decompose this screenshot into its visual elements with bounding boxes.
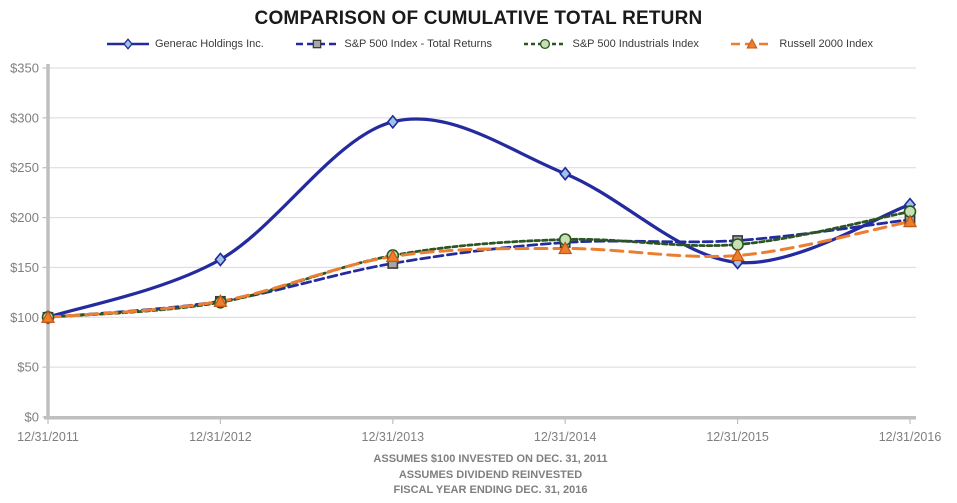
tick-marks: [42, 67, 911, 424]
legend-key-square-icon: [296, 39, 339, 49]
y-tick-label: $250: [10, 160, 39, 175]
series-line-3: [46, 220, 912, 319]
y-tick-labels: $0 $50 $100 $150 $200 $250 $300 $350: [10, 61, 39, 425]
y-gridlines: [48, 67, 916, 368]
chart-footnotes: ASSUMES $100 INVESTED ON DEC. 31, 2011 A…: [12, 452, 957, 499]
legend-key-triangle-icon: [731, 38, 774, 49]
marker-triangle-icon: [746, 38, 759, 49]
series-lines: [46, 117, 912, 319]
x-tick-label: 12/31/2012: [189, 430, 252, 444]
marker-diamond-icon: [123, 38, 133, 50]
legend-label: Generac Holdings Inc.: [155, 38, 264, 50]
footnote-line-3: FISCAL YEAR ENDING DEC. 31, 2016: [393, 484, 588, 496]
chart-title: COMPARISON OF CUMULATIVE TOTAL RETURN: [254, 8, 703, 29]
y-tick-label: $50: [17, 360, 39, 375]
legend-label: Russell 2000 Index: [779, 38, 873, 50]
x-tick-label: 12/31/2016: [879, 430, 942, 444]
y-tick-label: $350: [10, 61, 39, 76]
y-tick-label: $150: [10, 260, 39, 275]
footnote-line-1: ASSUMES $100 INVESTED ON DEC. 31, 2011: [373, 453, 608, 465]
legend-item-0: Generac Holdings Inc.: [106, 37, 264, 51]
y-tick-label: $0: [25, 410, 39, 425]
marker-triangle-icon: [730, 248, 745, 262]
marker-triangle-icon: [40, 309, 56, 323]
legend-label: S&P 500 Index - Total Returns: [344, 38, 492, 50]
legend-key-diamond-icon: [107, 38, 149, 50]
legend-key-circle-icon: [524, 38, 567, 50]
series-markers: [40, 114, 918, 325]
marker-triangle-icon: [902, 214, 918, 228]
y-tick-label: $300: [10, 110, 39, 125]
legend-label: S&P 500 Industrials Index: [572, 38, 699, 50]
chart-legend: Generac Holdings Inc. S&P 500 Index - Tot…: [106, 36, 873, 52]
x-tick-label: 12/31/2014: [534, 430, 597, 444]
legend-item-1: S&P 500 Index - Total Returns: [295, 37, 492, 51]
legend-item-2: S&P 500 Industrials Index: [523, 37, 699, 51]
marker-diamond-icon: [386, 114, 399, 130]
marker-diamond-icon: [559, 166, 572, 181]
marker-triangle-icon: [385, 249, 400, 263]
series-line-2: [46, 210, 912, 319]
series-line-0: [46, 117, 912, 319]
y-tick-label: $200: [10, 210, 39, 225]
axes: [44, 64, 916, 420]
x-tick-label: 12/31/2011: [17, 430, 79, 444]
marker-square-icon: [313, 39, 322, 49]
x-tick-label: 12/31/2013: [362, 430, 425, 444]
marker-diamond-icon: [214, 252, 227, 267]
series-line-1: [46, 218, 912, 319]
x-tick-labels: 12/31/2011 12/31/2012 12/31/2013 12/31/2014…: [17, 430, 941, 444]
marker-triangle-icon: [213, 293, 228, 307]
footnote-line-2: ASSUMES DIVIDEND REINVESTED: [398, 468, 583, 481]
legend-item-3: Russell 2000 Index: [730, 37, 873, 51]
marker-circle-icon: [540, 38, 551, 50]
marker-triangle-icon: [558, 241, 573, 255]
y-tick-label: $100: [10, 310, 39, 325]
x-tick-label: 12/31/2015: [706, 430, 769, 444]
